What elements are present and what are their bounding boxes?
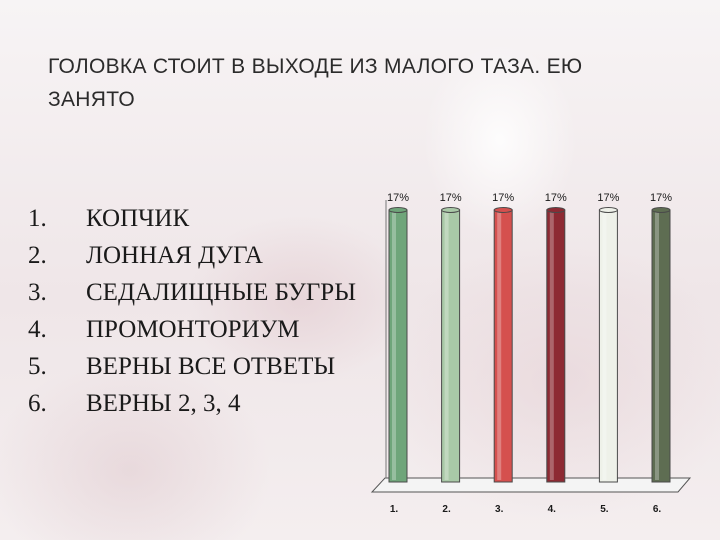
list-item: 1. КОПЧИК	[28, 200, 388, 237]
bar	[651, 209, 671, 483]
x-tick-label: 2.	[442, 504, 451, 515]
x-tick-label: 5.	[600, 504, 609, 515]
bar-top	[598, 207, 618, 213]
bar-top	[651, 207, 671, 213]
x-tick-label: 4.	[548, 504, 557, 515]
chart-floor	[370, 477, 692, 493]
bar	[388, 209, 408, 483]
answer-text: ВЕРНЫ 2, 3, 4	[86, 390, 241, 417]
x-tick-label: 3.	[495, 504, 504, 515]
data-label: 17%	[597, 192, 619, 204]
bar-top	[493, 207, 513, 213]
list-item: 6. ВЕРНЫ 2, 3, 4	[28, 385, 388, 422]
answer-number: 3.	[28, 279, 47, 306]
list-item: 5. ВЕРНЫ ВСЕ ОТВЕТЫ	[28, 348, 388, 385]
answer-text: ВЕРНЫ ВСЕ ОТВЕТЫ	[86, 353, 336, 380]
bar	[493, 209, 513, 483]
data-label: 17%	[387, 192, 409, 204]
answer-list: 1. КОПЧИК 2. ЛОННАЯ ДУГА 3. СЕДАЛИЩНЫЕ БУГР…	[28, 200, 388, 422]
answer-number: 4.	[28, 316, 47, 343]
answer-number: 5.	[28, 353, 47, 380]
bar-highlight	[444, 212, 449, 480]
bar	[441, 209, 461, 483]
bar	[546, 209, 566, 483]
bar-highlight	[549, 212, 554, 480]
answer-text: КОПЧИК	[86, 205, 190, 232]
x-tick-label: 1.	[390, 504, 399, 515]
list-item: 4. ПРОМОНТОРИУМ	[28, 311, 388, 348]
answer-text: ЛОННАЯ ДУГА	[86, 242, 263, 269]
bar-highlight	[392, 212, 396, 480]
x-tick-label: 6.	[653, 504, 662, 515]
bar-top	[441, 207, 461, 213]
page-title: ГОЛОВКА СТОИТ В ВЫХОДЕ ИЗ МАЛОГО ТАЗА. Е…	[48, 55, 583, 111]
bar-top	[546, 207, 566, 213]
data-label: 17%	[545, 192, 567, 204]
list-item: 3. СЕДАЛИЩНЫЕ БУГРЫ	[28, 274, 388, 311]
bar-top	[388, 207, 408, 213]
answer-number: 1.	[28, 205, 47, 232]
answer-number: 2.	[28, 242, 47, 269]
bar	[598, 209, 618, 483]
answer-text: ПРОМОНТОРИУМ	[86, 316, 300, 343]
list-item: 2. ЛОННАЯ ДУГА	[28, 237, 388, 274]
answer-text: СЕДАЛИЩНЫЕ БУГРЫ	[86, 279, 356, 306]
answer-number: 6.	[28, 390, 47, 417]
bar-highlight	[655, 212, 659, 480]
bar-highlight	[602, 212, 607, 480]
bar-highlight	[497, 212, 502, 480]
data-label: 17%	[650, 192, 672, 204]
data-label: 17%	[440, 192, 462, 204]
data-label: 17%	[492, 192, 514, 204]
